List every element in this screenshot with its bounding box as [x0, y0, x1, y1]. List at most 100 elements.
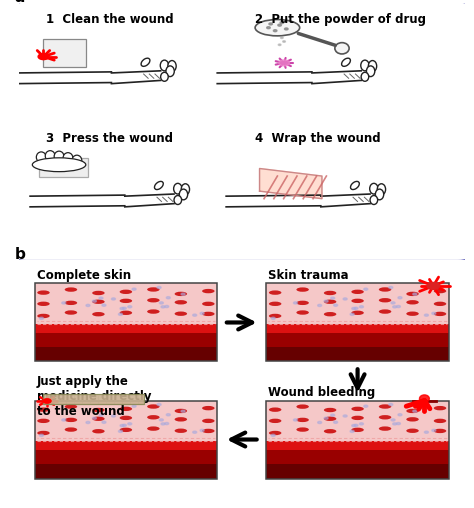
Circle shape	[318, 304, 322, 306]
Bar	[35, 400, 217, 479]
Circle shape	[157, 287, 161, 289]
Ellipse shape	[269, 407, 282, 412]
Text: Complete skin: Complete skin	[37, 269, 131, 281]
Circle shape	[324, 417, 328, 419]
Ellipse shape	[377, 184, 385, 195]
Circle shape	[432, 312, 436, 314]
Circle shape	[166, 297, 170, 299]
Ellipse shape	[37, 431, 50, 435]
Ellipse shape	[324, 291, 337, 295]
Bar	[39, 158, 88, 177]
Circle shape	[424, 314, 428, 316]
Ellipse shape	[202, 406, 215, 410]
Circle shape	[352, 307, 356, 310]
Circle shape	[398, 414, 402, 416]
Ellipse shape	[269, 291, 282, 295]
Circle shape	[267, 27, 270, 28]
Circle shape	[350, 313, 354, 315]
Circle shape	[396, 305, 401, 308]
Ellipse shape	[419, 395, 429, 402]
Circle shape	[132, 405, 136, 407]
Ellipse shape	[173, 183, 182, 194]
Ellipse shape	[350, 181, 359, 189]
Ellipse shape	[179, 189, 188, 200]
Ellipse shape	[361, 60, 369, 71]
Ellipse shape	[92, 300, 105, 304]
Circle shape	[62, 302, 66, 304]
Circle shape	[331, 297, 335, 299]
Bar	[35, 346, 217, 362]
Circle shape	[86, 421, 90, 424]
Bar	[266, 451, 449, 464]
Ellipse shape	[269, 419, 282, 423]
Circle shape	[43, 399, 51, 403]
Circle shape	[413, 293, 417, 295]
Bar	[35, 451, 217, 464]
Circle shape	[164, 305, 169, 308]
Ellipse shape	[361, 72, 369, 81]
Ellipse shape	[335, 43, 349, 54]
Ellipse shape	[368, 60, 377, 72]
FancyBboxPatch shape	[12, 2, 471, 258]
Ellipse shape	[45, 151, 55, 161]
Circle shape	[92, 300, 96, 302]
Circle shape	[318, 421, 322, 424]
Bar	[35, 333, 217, 346]
Circle shape	[391, 302, 395, 304]
Ellipse shape	[379, 415, 392, 420]
Ellipse shape	[296, 418, 309, 422]
Circle shape	[62, 419, 66, 421]
Polygon shape	[260, 169, 322, 199]
Circle shape	[200, 429, 204, 431]
Text: b: b	[15, 247, 26, 262]
Bar	[44, 394, 144, 404]
Circle shape	[389, 403, 393, 405]
Circle shape	[281, 37, 283, 39]
Ellipse shape	[119, 299, 132, 303]
Ellipse shape	[147, 288, 160, 292]
Ellipse shape	[324, 312, 337, 316]
Circle shape	[181, 293, 185, 295]
Circle shape	[354, 424, 358, 426]
Ellipse shape	[324, 300, 337, 304]
Ellipse shape	[366, 66, 375, 77]
Text: Skin trauma: Skin trauma	[268, 269, 349, 281]
Circle shape	[120, 425, 124, 427]
Ellipse shape	[174, 292, 187, 296]
Circle shape	[432, 429, 436, 431]
Ellipse shape	[434, 406, 446, 410]
Ellipse shape	[147, 298, 160, 302]
Circle shape	[161, 306, 165, 308]
Bar	[44, 39, 86, 67]
Circle shape	[278, 44, 281, 46]
Ellipse shape	[54, 151, 64, 162]
Ellipse shape	[174, 311, 187, 316]
Ellipse shape	[296, 404, 309, 409]
Ellipse shape	[324, 429, 337, 433]
Bar	[35, 441, 217, 451]
Bar	[266, 283, 449, 324]
Ellipse shape	[65, 418, 77, 422]
Ellipse shape	[434, 289, 446, 293]
Ellipse shape	[370, 183, 378, 194]
Circle shape	[38, 53, 49, 59]
Circle shape	[334, 421, 337, 423]
Ellipse shape	[351, 416, 364, 420]
Circle shape	[118, 430, 122, 432]
Ellipse shape	[342, 58, 350, 67]
Ellipse shape	[65, 404, 77, 409]
Bar	[35, 283, 217, 362]
Ellipse shape	[92, 312, 105, 316]
Ellipse shape	[351, 310, 364, 315]
Ellipse shape	[202, 302, 215, 306]
Ellipse shape	[174, 196, 182, 205]
Ellipse shape	[92, 408, 105, 412]
Circle shape	[99, 297, 103, 299]
Circle shape	[166, 414, 170, 416]
Bar	[266, 346, 449, 362]
Ellipse shape	[63, 153, 73, 163]
Bar	[266, 333, 449, 346]
Circle shape	[102, 421, 106, 423]
Circle shape	[271, 434, 275, 436]
Ellipse shape	[202, 419, 215, 423]
